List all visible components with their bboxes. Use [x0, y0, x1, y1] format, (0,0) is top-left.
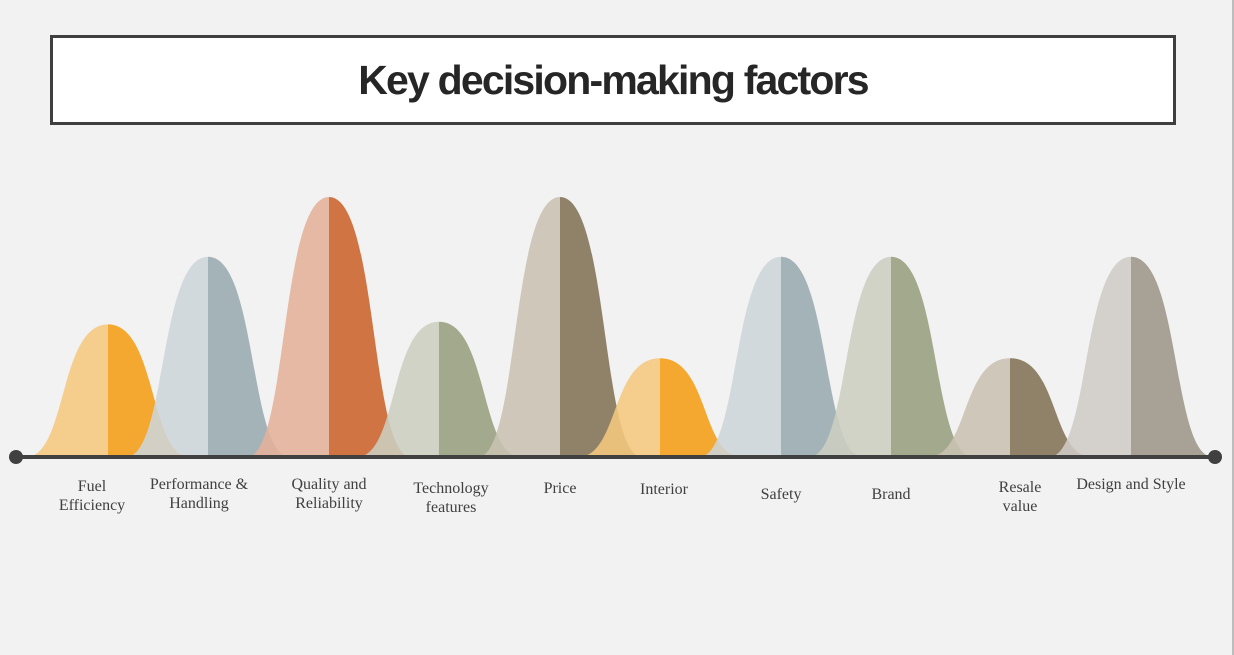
label-line: Efficiency [59, 497, 125, 514]
label-resale-value: Resale value [999, 479, 1042, 515]
label-price: Price [544, 480, 577, 497]
peak-fuel-efficiency-right [108, 324, 190, 457]
label-line: Quality and [291, 476, 366, 493]
page-title: Key decision-making factors [358, 56, 869, 103]
axis-left-endpoint [9, 450, 23, 464]
label-line: Price [544, 480, 577, 497]
peak-technology-features-left [357, 321, 439, 457]
label-interior: Interior [640, 481, 689, 498]
axis-right-endpoint [1208, 450, 1222, 464]
peak-fuel-efficiency-left [26, 324, 108, 457]
label-line: Technology [413, 480, 488, 497]
label-performance-handling: Performance & Handling [150, 476, 249, 512]
label-line: Resale [999, 479, 1042, 496]
label-line: Interior [640, 481, 689, 498]
label-line: Safety [761, 486, 802, 503]
peak-performance-handling-left [126, 256, 208, 457]
peak-brand-left [809, 256, 891, 457]
peak-quality-and-reliability-right [329, 197, 411, 457]
peak-safety-left [699, 256, 781, 457]
label-line: Design and Style [1076, 476, 1185, 493]
label-line: Fuel [78, 478, 107, 495]
peak-resale-value-right [1010, 358, 1092, 457]
labels-group: Fuel Efficiency Performance & Handling Quali… [59, 476, 1186, 516]
peak-quality-and-reliability-left [247, 197, 329, 457]
peak-performance-handling-right [208, 256, 290, 457]
slide-edge [1232, 0, 1234, 655]
peak-technology-features-right [439, 321, 521, 457]
label-design-and-style: Design and Style [1076, 476, 1185, 493]
peak-design-and-style-right [1131, 256, 1213, 457]
label-quality-and-reliability: Quality and Reliability [291, 476, 366, 512]
label-line: Reliability [295, 495, 363, 512]
peak-design-and-style-left [1049, 256, 1131, 457]
label-line: features [426, 499, 477, 516]
label-line: Brand [871, 486, 910, 503]
label-line: value [1003, 498, 1038, 515]
peak-safety-right [781, 256, 863, 457]
label-brand: Brand [871, 486, 910, 503]
title-box: Key decision-making factors [50, 35, 1176, 125]
peak-price-right [560, 197, 642, 457]
peak-interior-left [578, 358, 660, 457]
label-line: Handling [169, 495, 229, 512]
peaks-group [26, 197, 1213, 457]
label-safety: Safety [761, 486, 802, 503]
peak-price-left [478, 197, 560, 457]
peak-resale-value-left [928, 358, 1010, 457]
label-fuel-efficiency: Fuel Efficiency [59, 478, 125, 514]
label-line: Performance & [150, 476, 249, 493]
label-technology-features: Technology features [413, 480, 488, 516]
peak-interior-right [660, 358, 742, 457]
peak-brand-right [891, 256, 973, 457]
